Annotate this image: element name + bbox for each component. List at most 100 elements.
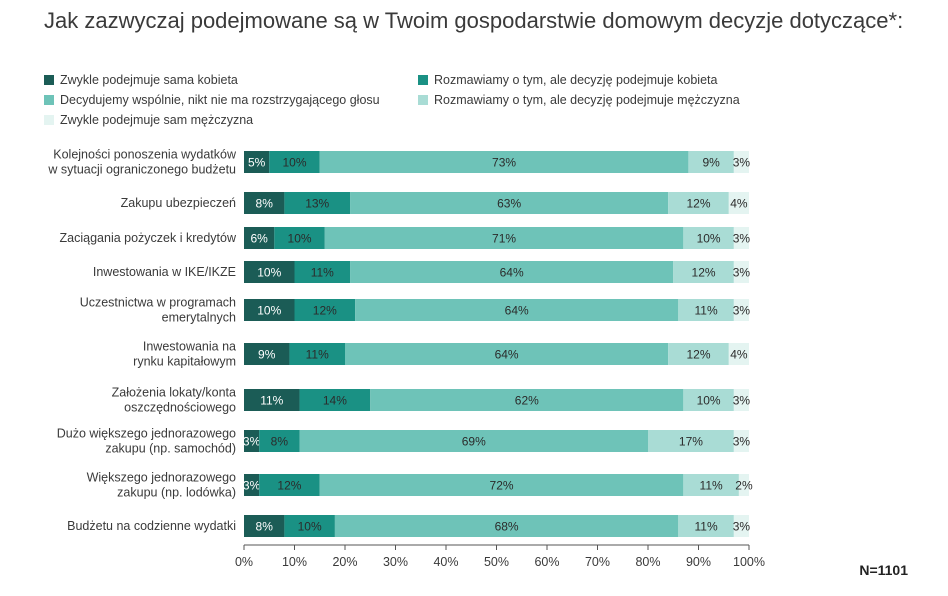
legend-swatch [418, 75, 428, 85]
category-label-line: Dużo większego jednorazowego [57, 427, 236, 441]
data-label: 3% [733, 156, 751, 170]
data-label: 14% [323, 394, 347, 408]
data-label: 63% [497, 197, 521, 211]
category-label-line: Założenia lokaty/konta [112, 386, 236, 400]
bar-segment [244, 227, 275, 249]
data-label: 3% [243, 435, 261, 449]
data-label: 9% [258, 348, 276, 362]
legend-item: Rozmawiamy o tym, ale decyzję podejmuje … [418, 72, 717, 88]
bar-segment [244, 515, 285, 537]
x-tick-label: 40% [433, 555, 458, 569]
bar-segment [683, 474, 739, 496]
legend-item: Zwykle podejmuje sam mężczyzna [44, 112, 253, 128]
bar-segment [733, 261, 749, 283]
bar-segment [244, 151, 270, 173]
legend-label: Rozmawiamy o tym, ale decyzję podejmuje … [434, 93, 740, 107]
bar-segment [350, 261, 674, 283]
category-label-line: Kolejności ponoszenia wydatków [53, 148, 237, 162]
category-label-line: Zakupu ubezpieczeń [121, 196, 236, 210]
category-label: Budżetu na codzienne wydatki [67, 519, 236, 533]
data-label: 3% [733, 232, 751, 246]
sample-size-label: N=1101 [859, 562, 908, 578]
data-label: 69% [462, 435, 486, 449]
data-label: 11% [695, 520, 718, 534]
category-label-line: emerytalnych [162, 311, 236, 325]
data-label: 64% [500, 266, 524, 280]
bar-segment [733, 227, 749, 249]
bar-segment [678, 515, 734, 537]
bar-segment [299, 430, 648, 452]
bar-segment [244, 299, 295, 321]
legend-item: Decydujemy wspólnie, nikt nie ma rozstrz… [44, 92, 380, 108]
legend-label: Zwykle podejmuje sam mężczyzna [60, 113, 254, 127]
bar-segment [728, 343, 749, 365]
category-label: Uczestnictwa w programach emerytalnych [80, 296, 236, 325]
legend-item: Rozmawiamy o tym, ale decyzję podejmuje … [418, 92, 740, 108]
data-label: 12% [686, 197, 710, 211]
bar-segment [738, 474, 749, 496]
legend-swatch [44, 75, 54, 85]
category-label: Zaciągania pożyczek i kredytów [60, 231, 237, 245]
bar-segment [284, 515, 335, 537]
data-label: 13% [305, 197, 329, 211]
data-label: 10% [697, 394, 721, 408]
x-tick-label: 30% [383, 555, 408, 569]
bar-segment [284, 192, 351, 214]
bar-segment [688, 151, 734, 173]
data-label: 10% [257, 304, 281, 318]
data-label: 11% [306, 348, 329, 362]
data-label: 64% [505, 304, 529, 318]
category-label: Inwestowania na rynku kapitałowym [133, 340, 236, 369]
data-label: 12% [313, 304, 337, 318]
data-label: 5% [248, 156, 266, 170]
data-label: 64% [495, 348, 519, 362]
bar-segment [350, 192, 669, 214]
category-label-line: Budżetu na codzienne wydatki [67, 519, 236, 533]
category-label-line: zakupu (np. lodówka) [117, 486, 236, 500]
bar-segment [244, 192, 285, 214]
bar-segment [668, 343, 729, 365]
category-label-line: Uczestnictwa w programach [80, 296, 236, 310]
legend-label: Rozmawiamy o tym, ale decyzję podejmuje … [434, 73, 718, 87]
data-label: 73% [492, 156, 516, 170]
data-label: 3% [733, 435, 751, 449]
bar-segment [733, 430, 749, 452]
category-label-line: Inwestowania w IKE/IKZE [93, 265, 236, 279]
category-label-line: zakupu (np. samochód) [105, 442, 236, 456]
data-label: 11% [695, 304, 718, 318]
legend-item: Zwykle podejmuje sama kobieta [44, 72, 238, 88]
data-label: 71% [492, 232, 516, 246]
data-label: 11% [311, 266, 334, 280]
bar-segment [244, 474, 260, 496]
bar-segment [334, 515, 679, 537]
bar-segment [673, 261, 734, 283]
data-label: 8% [271, 435, 289, 449]
bar-segment [324, 227, 684, 249]
category-label-line: rynku kapitałowym [133, 355, 236, 369]
bar-segment [294, 261, 351, 283]
x-tick-label: 80% [635, 555, 660, 569]
data-label: 10% [257, 266, 281, 280]
category-label: Kolejności ponoszenia wydatków w sytuacji… [47, 148, 237, 177]
legend-swatch [44, 95, 54, 105]
bar-segment [728, 192, 749, 214]
category-label: Inwestowania w IKE/IKZE [93, 265, 236, 279]
bar-segment [319, 151, 689, 173]
bar-segment [319, 474, 684, 496]
category-label-line: Inwestowania na [143, 340, 236, 354]
legend-swatch [418, 95, 428, 105]
category-label-line: Większego jednorazowego [87, 471, 236, 485]
data-label: 3% [733, 520, 751, 534]
data-label: 3% [733, 394, 751, 408]
data-label: 6% [250, 232, 268, 246]
bar-segment [733, 389, 749, 411]
bar-segment [294, 299, 356, 321]
bar-segment [683, 389, 734, 411]
bar-segment [733, 515, 749, 537]
bar-segment [259, 430, 300, 452]
bar-segment [299, 389, 371, 411]
category-label: Dużo większego jednorazowego zakupu (np. … [57, 427, 236, 456]
category-label-line: Zaciągania pożyczek i kredytów [60, 231, 237, 245]
bar-segment [289, 343, 345, 365]
